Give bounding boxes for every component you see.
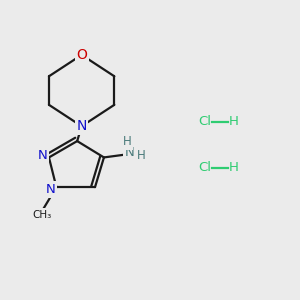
Text: N: N [38, 149, 47, 162]
Text: H: H [228, 161, 238, 174]
Text: O: O [76, 48, 87, 62]
Text: Cl: Cl [199, 115, 212, 128]
Text: Cl: Cl [199, 161, 212, 174]
Text: N: N [76, 119, 87, 133]
Text: CH₃: CH₃ [32, 210, 51, 220]
Text: H: H [228, 115, 238, 128]
Text: N: N [124, 146, 134, 160]
Text: N: N [46, 183, 55, 196]
Text: H: H [122, 135, 131, 148]
Text: H: H [137, 149, 146, 162]
